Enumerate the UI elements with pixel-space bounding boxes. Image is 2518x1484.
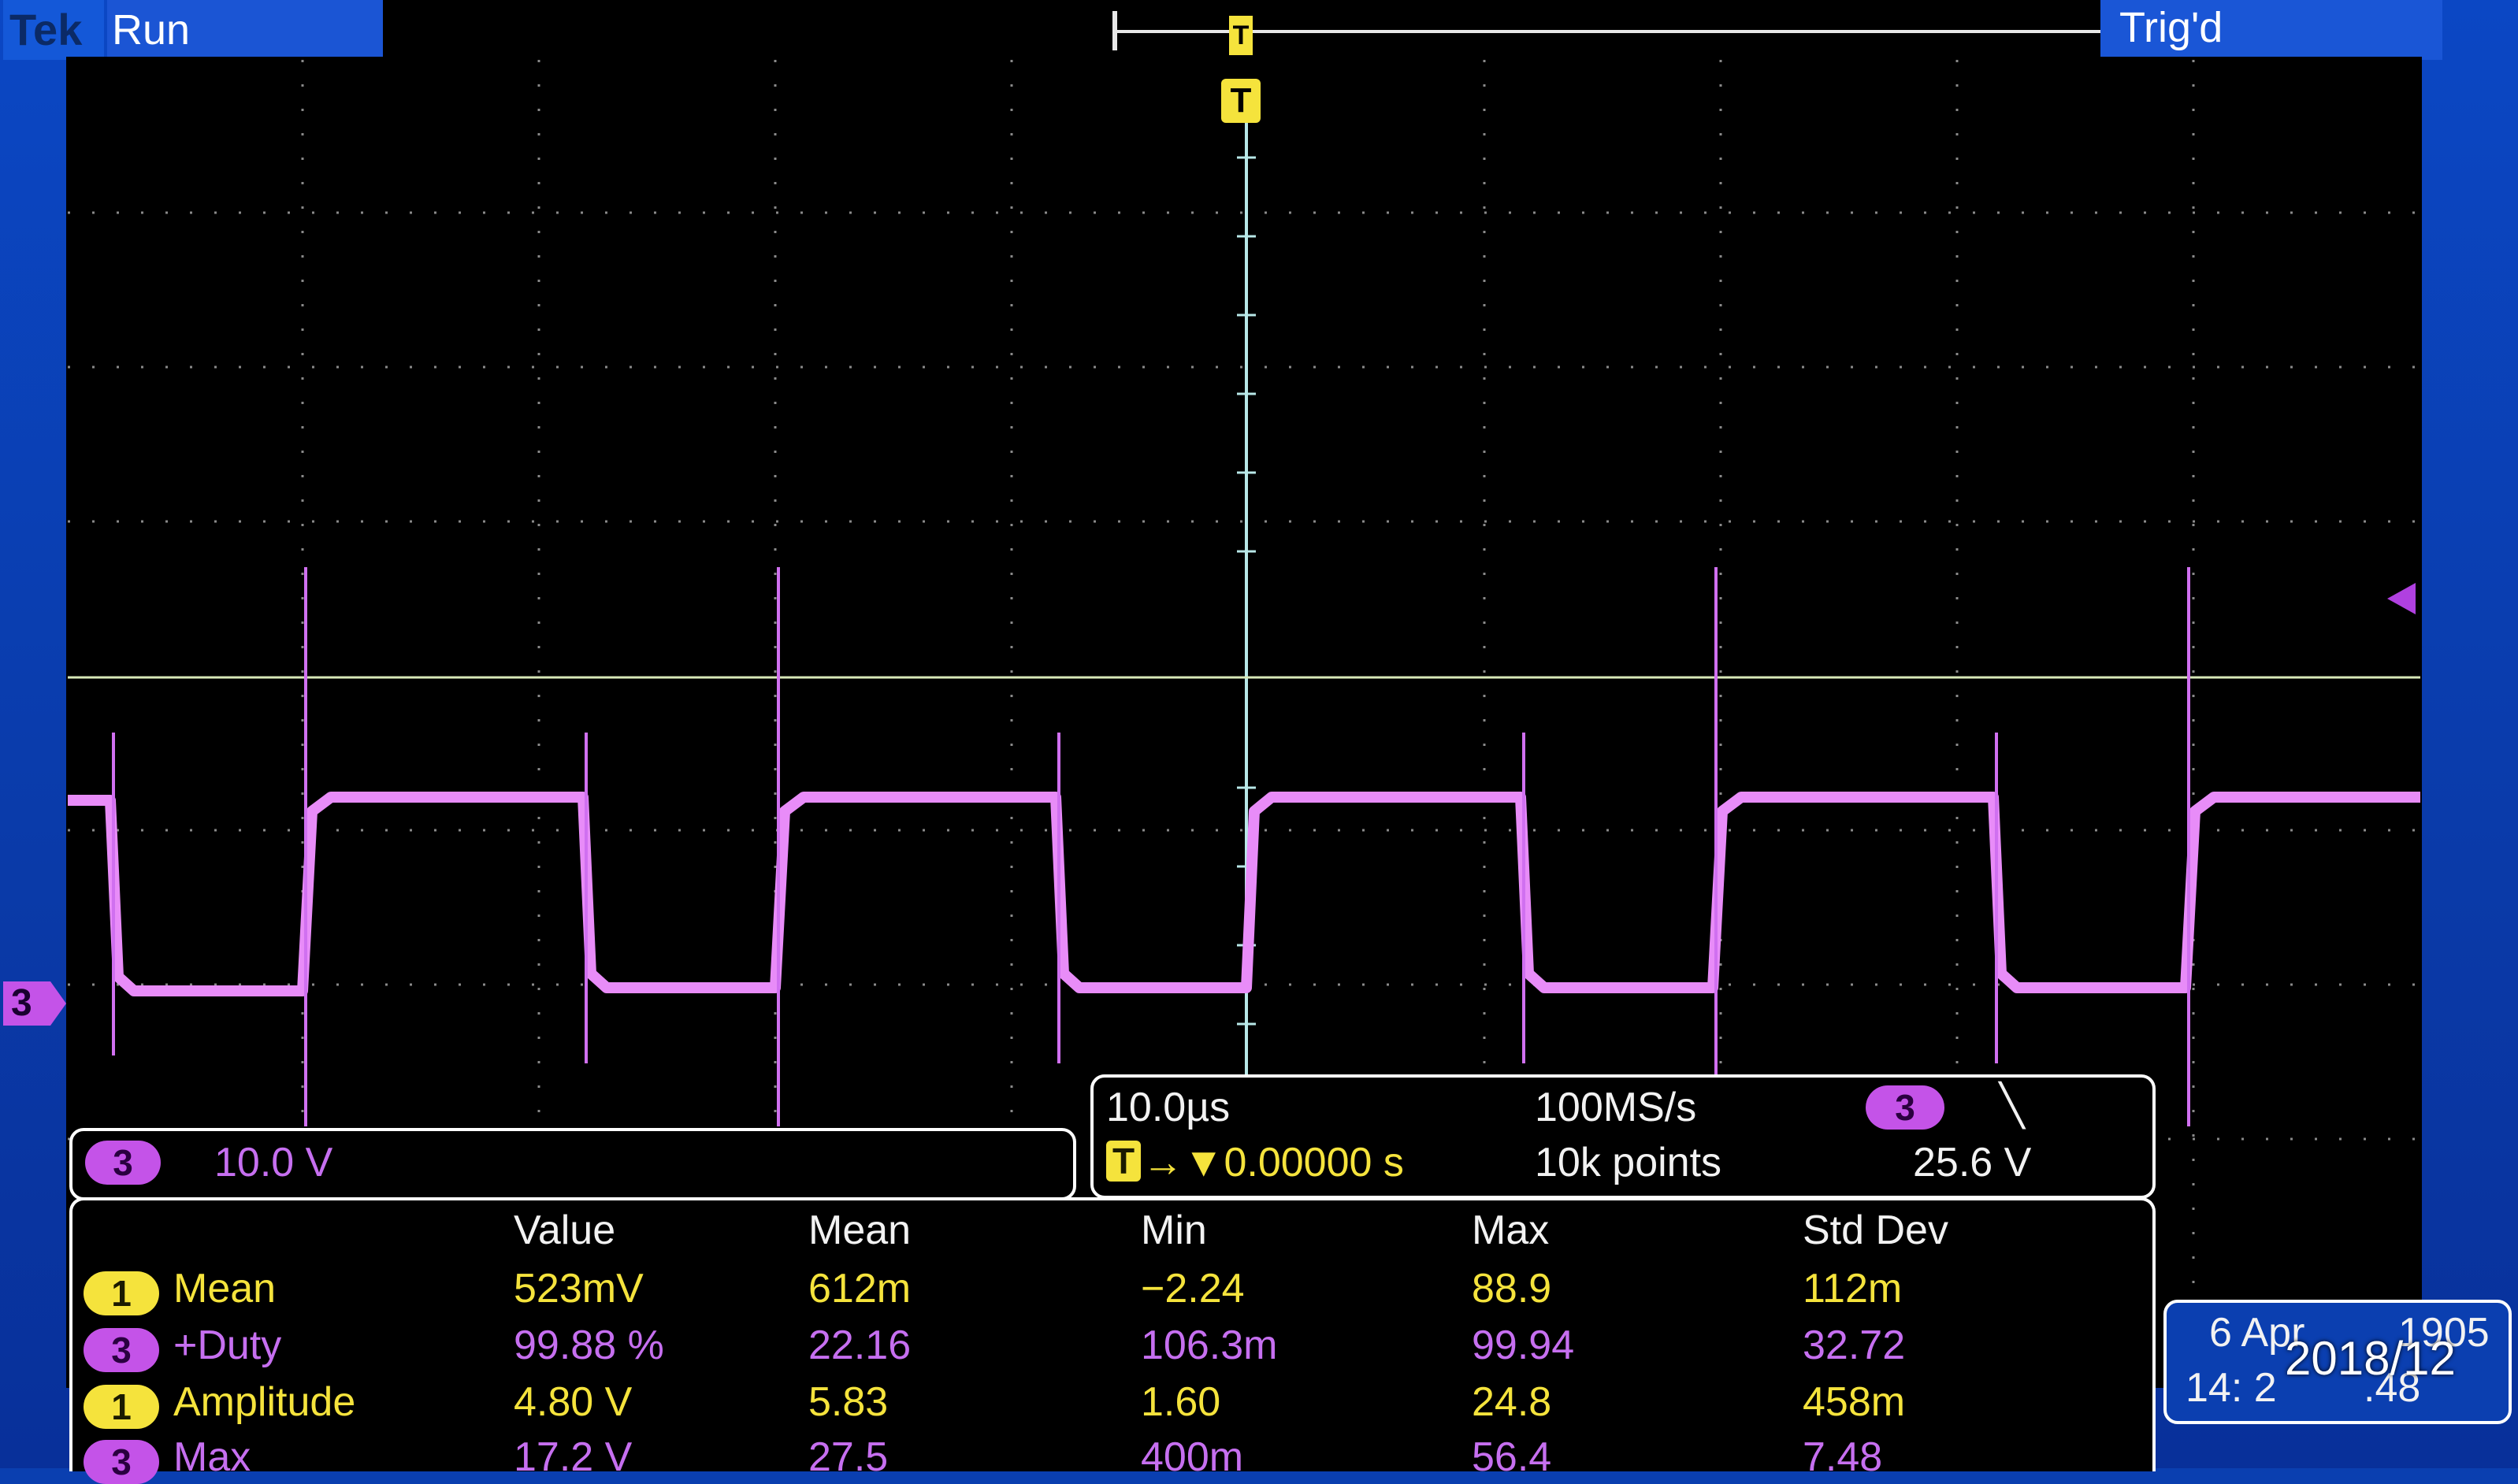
time-hours-minutes: 14: 2 [2186, 1365, 2277, 1411]
channel-scale-readout[interactable]: 3 10.0 V [69, 1128, 1076, 1200]
col-header-max: Max [1472, 1208, 1550, 1253]
ch3-edge-spikes [112, 567, 2190, 1126]
row2-max: 99.94 [1472, 1323, 1575, 1368]
row4-std: 7.48 [1803, 1434, 1883, 1480]
row2-name: +Duty [173, 1323, 282, 1368]
col-header-std-dev: Std Dev [1803, 1208, 1948, 1253]
row1-max: 88.9 [1472, 1266, 1552, 1311]
trigger-status: Trig'd [2100, 0, 2442, 60]
row4-mean: 27.5 [808, 1434, 889, 1480]
trigger-slope-icon: ╲ [2000, 1083, 2025, 1129]
row3-channel-badge: 1 [84, 1385, 159, 1429]
acquisition-status: Run [107, 0, 388, 60]
row4-min: 400m [1141, 1434, 1244, 1480]
ch3-badge: 3 [85, 1141, 161, 1185]
col-header-value: Value [514, 1208, 616, 1253]
row4-channel-badge: 3 [84, 1440, 159, 1484]
row3-value: 4.80 V [514, 1379, 633, 1425]
row1-std: 112m [1803, 1266, 1903, 1311]
row2-mean: 22.16 [808, 1323, 912, 1368]
ch3-volts-per-div: 10.0 V [214, 1140, 333, 1185]
row4-name: Max [173, 1434, 251, 1480]
horizontal-scale: 10.0µs [1106, 1085, 1231, 1130]
row2-value: 99.88 % [514, 1323, 664, 1368]
row3-max: 24.8 [1472, 1379, 1552, 1425]
ch3-waveform [68, 792, 2420, 996]
col-header-mean: Mean [808, 1208, 912, 1253]
row1-value: 523mV [514, 1266, 644, 1311]
trigger-position: →▼0.00000 s [1142, 1140, 1404, 1185]
sample-rate: 100MS/s [1535, 1085, 1697, 1130]
row3-name: Amplitude [173, 1379, 356, 1425]
record-trigger-marker: T [1229, 16, 1253, 55]
trigger-position-marker[interactable]: T [1221, 79, 1261, 123]
date-time-readout: 6 Apr 1905 14: 2 .48 [2163, 1300, 2512, 1424]
ch3-ground-marker[interactable]: 3 [3, 981, 66, 1026]
row2-min: 106.3m [1141, 1323, 1278, 1368]
row3-mean: 5.83 [808, 1379, 889, 1425]
date-year: 1905 [2398, 1310, 2490, 1356]
row2-std: 32.72 [1803, 1323, 1906, 1368]
date-day-month: 6 Apr [2209, 1310, 2305, 1356]
row2-channel-badge: 3 [84, 1328, 159, 1372]
photo-timestamp-overlay: 2018/12 [2285, 1332, 2456, 1385]
row1-min: −2.24 [1141, 1266, 1245, 1311]
row1-mean: 612m [808, 1266, 912, 1311]
measurement-table[interactable]: Value Mean Min Max Std Dev 1 Mean 523mV … [69, 1197, 2156, 1484]
row4-value: 17.2 V [514, 1434, 633, 1480]
col-header-min: Min [1141, 1208, 1207, 1253]
row1-name: Mean [173, 1266, 277, 1311]
tek-logo: Tek [3, 0, 104, 60]
trigger-level: 25.6 V [1913, 1140, 2032, 1185]
row1-channel-badge: 1 [84, 1271, 159, 1315]
row3-std: 458m [1803, 1379, 1906, 1425]
row3-min: 1.60 [1141, 1379, 1221, 1425]
row4-max: 56.4 [1472, 1434, 1552, 1480]
record-length: 10k points [1535, 1140, 1722, 1185]
trigger-source-badge: 3 [1866, 1085, 1944, 1130]
timebase-readout[interactable]: 10.0µs T →▼0.00000 s 100MS/s 10k points … [1090, 1074, 2156, 1199]
trigger-badge: T [1106, 1141, 1141, 1182]
time-seconds: .48 [2364, 1365, 2421, 1411]
